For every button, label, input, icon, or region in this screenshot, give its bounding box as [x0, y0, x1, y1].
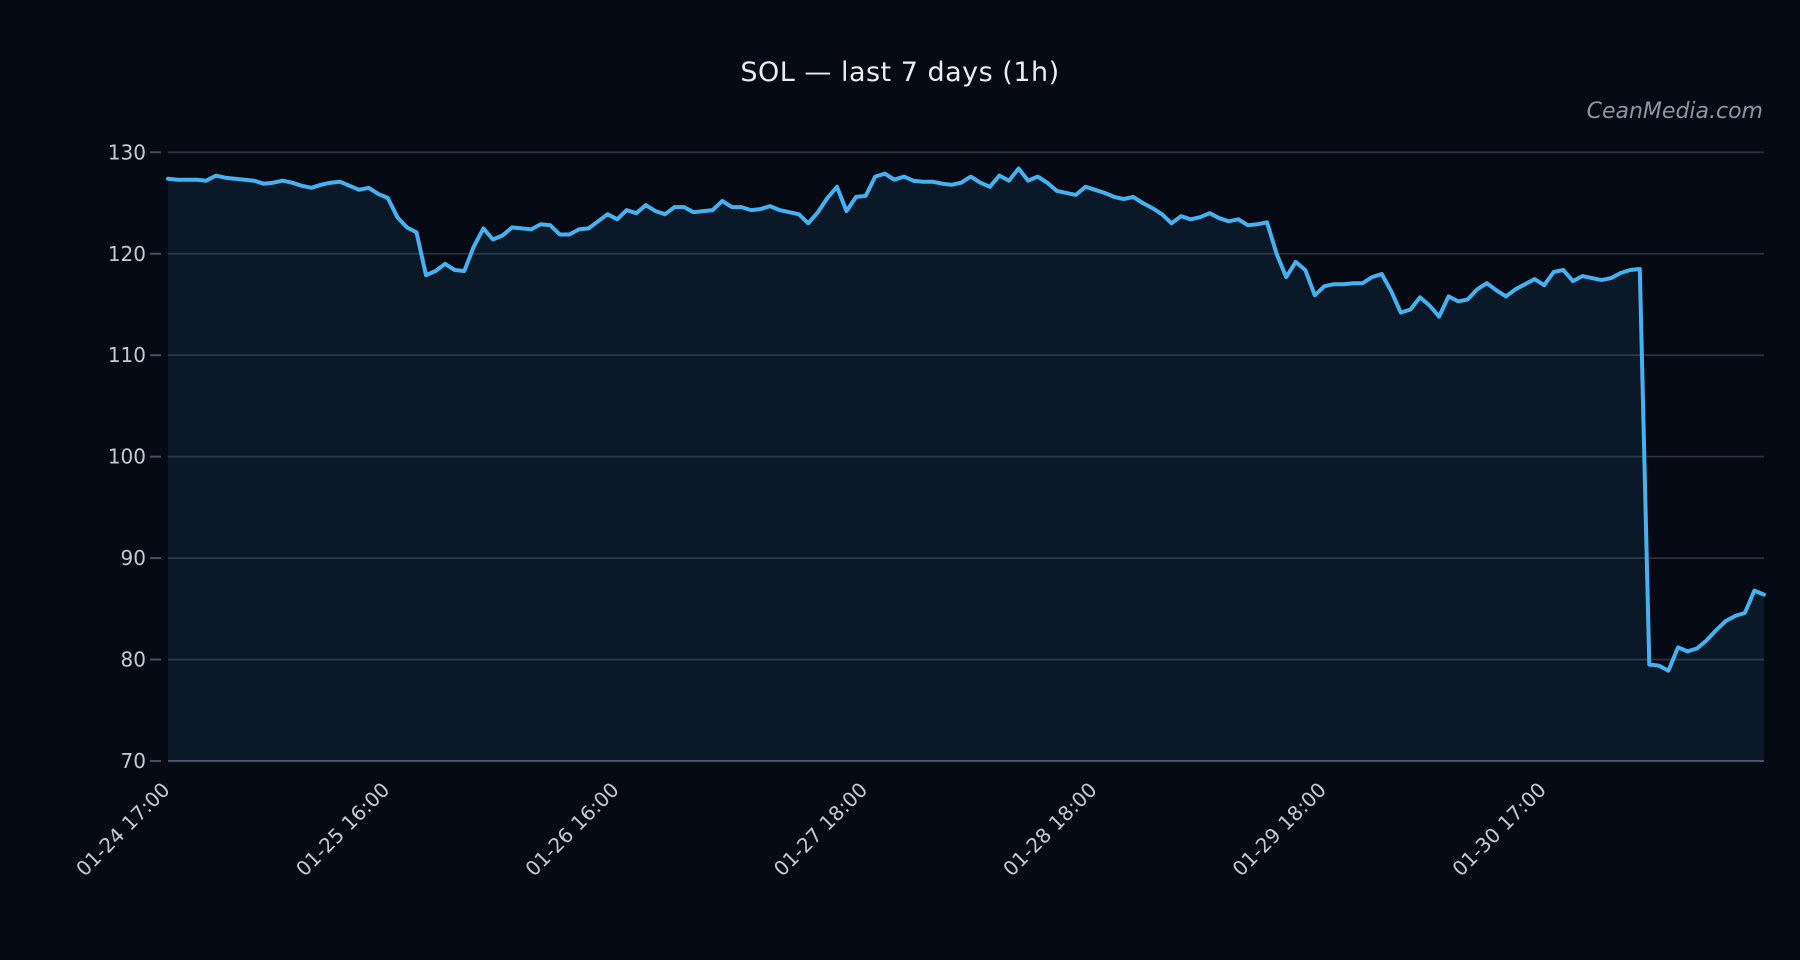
x-tick-label: 01-27 18:00 [769, 778, 872, 881]
x-tick-label: 01-26 16:00 [520, 778, 623, 881]
y-tick-label: 130 [108, 140, 146, 164]
y-tick-label: 80 [121, 648, 146, 672]
y-tick-label: 120 [108, 242, 146, 266]
y-tick-label: 100 [108, 445, 146, 469]
x-tick-label: 01-30 17:00 [1447, 778, 1550, 881]
y-tick-label: 70 [121, 749, 146, 773]
price-line [166, 166, 1766, 673]
x-tick-label: 01-25 16:00 [291, 778, 394, 881]
watermark: CeanMedia.com [1586, 99, 1763, 124]
x-tick-label: 01-28 18:00 [998, 778, 1101, 881]
x-tick-label: 01-29 18:00 [1228, 778, 1331, 881]
y-tick-label: 90 [121, 546, 146, 570]
y-tick-label: 110 [108, 343, 146, 367]
x-tick-label: 01-24 17:00 [71, 778, 174, 881]
chart-title: SOL — last 7 days (1h) [740, 57, 1060, 88]
price-area [168, 168, 1764, 761]
